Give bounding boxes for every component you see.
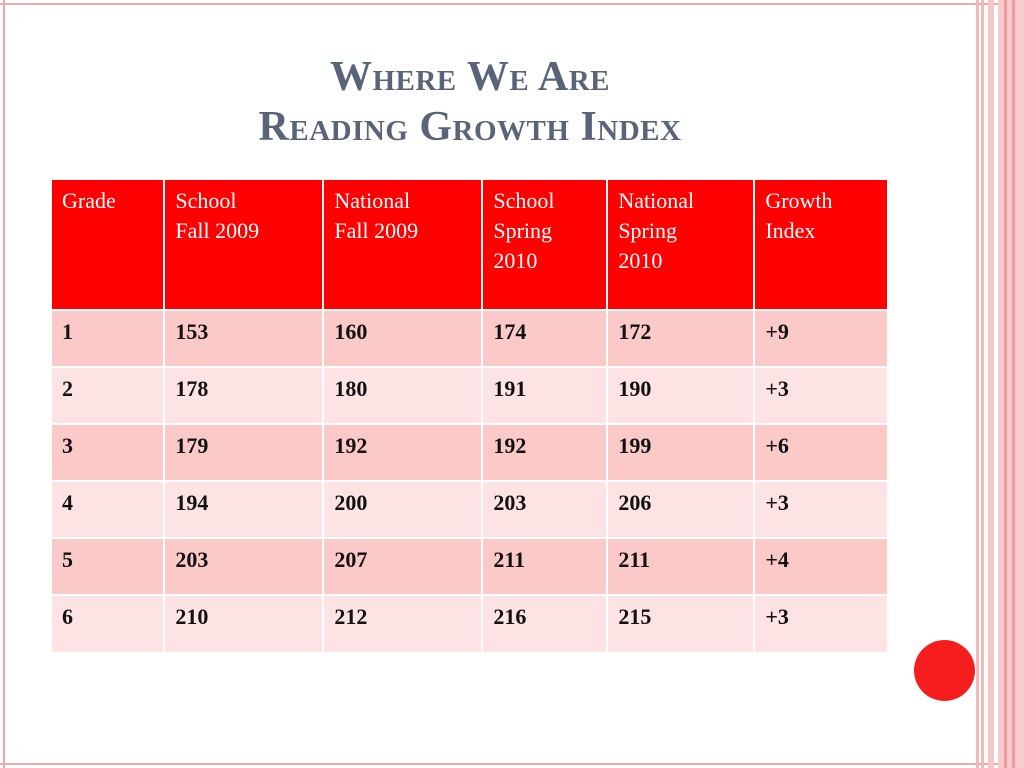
cell-national-fall: 212	[323, 594, 484, 652]
cell-growth-index: +4	[754, 537, 887, 595]
header-text: 2010	[618, 248, 663, 273]
cell-national-spring: 190	[607, 366, 756, 424]
cell-national-fall: 207	[323, 537, 484, 595]
cell-growth-index: +6	[754, 423, 887, 481]
header-text: Fall 2009	[334, 218, 419, 243]
cell-growth-index: +3	[754, 594, 887, 652]
frame-line-bottom	[0, 763, 1024, 765]
cell-school-fall: 194	[164, 480, 325, 538]
header-text: Growth	[765, 188, 833, 213]
stripe-line	[988, 0, 994, 768]
table-row: 6 210 212 216 215 +3	[52, 594, 887, 652]
header-text: School	[175, 188, 237, 213]
header-text: Spring	[618, 218, 677, 243]
column-header-national-fall: National Fall 2009	[323, 180, 484, 310]
cell-school-spring: 216	[482, 594, 609, 652]
column-header-grade: Grade	[52, 180, 166, 310]
cell-national-spring: 199	[607, 423, 756, 481]
cell-grade: 2	[52, 366, 166, 424]
decorative-stripes	[976, 0, 1024, 768]
header-text: Grade	[62, 188, 116, 213]
header-text: Fall 2009	[175, 218, 260, 243]
slide-title-line-1: Where We Are	[329, 54, 611, 100]
cell-grade: 1	[52, 309, 166, 367]
growth-index-table: Grade School Fall 2009 National Fall 200…	[52, 180, 887, 652]
table-row: 5 203 207 211 211 +4	[52, 537, 887, 595]
cell-school-spring: 211	[482, 537, 609, 595]
cell-grade: 6	[52, 594, 166, 652]
table-row: 4 194 200 203 206 +3	[52, 480, 887, 538]
cell-school-spring: 203	[482, 480, 609, 538]
cell-growth-index: +3	[754, 480, 887, 538]
cell-school-fall: 178	[164, 366, 325, 424]
table-row: 1 153 160 174 172 +9	[52, 309, 887, 367]
cell-growth-index: +3	[754, 366, 887, 424]
cell-school-fall: 179	[164, 423, 325, 481]
column-header-growth-index: Growth Index	[754, 180, 887, 310]
cell-grade: 4	[52, 480, 166, 538]
stripe-line	[1004, 0, 1007, 768]
cell-school-fall: 210	[164, 594, 325, 652]
slide-title-line-2: Reading Growth Index	[258, 104, 682, 150]
cell-national-fall: 180	[323, 366, 484, 424]
cell-national-fall: 192	[323, 423, 484, 481]
table-row: 3 179 192 192 199 +6	[52, 423, 887, 481]
cell-grade: 3	[52, 423, 166, 481]
frame-line-left	[3, 0, 5, 768]
header-text: National	[618, 188, 695, 213]
decorative-circle	[914, 640, 975, 701]
header-text: Index	[765, 218, 816, 243]
table-row: 2 178 180 191 190 +3	[52, 366, 887, 424]
cell-school-spring: 192	[482, 423, 609, 481]
column-header-school-spring: School Spring 2010	[482, 180, 609, 310]
cell-school-fall: 203	[164, 537, 325, 595]
cell-school-fall: 153	[164, 309, 325, 367]
stripe-line	[976, 0, 979, 768]
header-text: National	[334, 188, 411, 213]
slide-title: Where We Are Reading Growth Index	[120, 52, 820, 152]
cell-national-spring: 211	[607, 537, 756, 595]
header-text: Spring	[493, 218, 553, 243]
cell-national-fall: 200	[323, 480, 484, 538]
cell-grade: 5	[52, 537, 166, 595]
table-header-row: Grade School Fall 2009 National Fall 200…	[52, 180, 887, 310]
cell-growth-index: +9	[754, 309, 887, 367]
header-text: School	[493, 188, 555, 213]
cell-national-fall: 160	[323, 309, 484, 367]
stripe-line	[981, 0, 984, 768]
stripe-band	[998, 0, 1024, 768]
cell-national-spring: 206	[607, 480, 756, 538]
frame-line-top	[0, 3, 1024, 5]
column-header-school-fall: School Fall 2009	[164, 180, 325, 310]
stripe-line	[1012, 0, 1015, 768]
header-text: 2010	[493, 248, 538, 273]
cell-national-spring: 172	[607, 309, 756, 367]
cell-school-spring: 191	[482, 366, 609, 424]
column-header-national-spring: National Spring 2010	[607, 180, 756, 310]
cell-national-spring: 215	[607, 594, 756, 652]
cell-school-spring: 174	[482, 309, 609, 367]
